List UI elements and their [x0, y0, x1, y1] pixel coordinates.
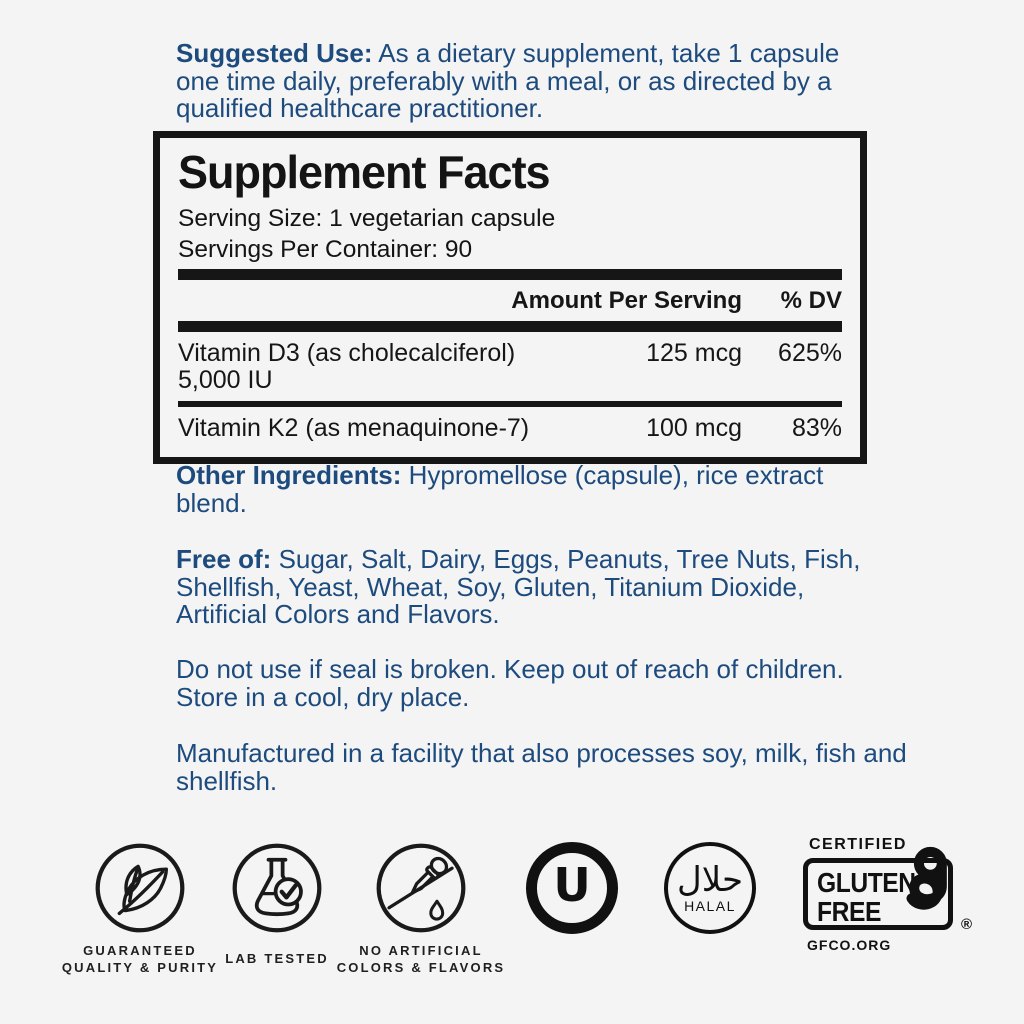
gf-word-gluten: GLUTEN — [817, 867, 916, 898]
no-artificial-badge-label: NO ARTIFICIAL COLORS & FLAVORS — [336, 943, 506, 975]
gfco-org-text: GFCO.ORG — [807, 937, 892, 953]
other-ingredients-paragraph: Other Ingredients: Hypromellose (capsule… — [176, 460, 876, 518]
gf-word-free: FREE — [817, 896, 881, 927]
gluten-free-mark: CERTIFIED GLUTEN FREE ® GFCO.ORG — [803, 836, 978, 953]
ingredient-dv: 625% — [778, 339, 842, 368]
servings-per-container: Servings Per Container: 90 — [178, 236, 473, 264]
gfco-g-icon — [906, 846, 947, 910]
halal-word: HALAL — [684, 898, 736, 914]
halal-arabic-text: حلال — [676, 860, 743, 900]
warning-paragraph: Do not use if seal is broken. Keep out o… — [176, 654, 844, 712]
ingredient-amount: 100 mcg — [646, 414, 742, 443]
facts-header-row: Amount Per Serving % DV — [178, 280, 842, 321]
kosher-ou-icon: U — [526, 842, 618, 934]
lab-badge-label: LAB TESTED — [225, 951, 329, 966]
divider-thick-top — [178, 269, 842, 281]
gf-certified-text: CERTIFIED — [809, 836, 907, 853]
halal-icon: حلال HALAL — [664, 842, 756, 934]
gf-box: GLUTEN FREE ® — [803, 846, 972, 933]
other-ingredients-text: Hypromellose (capsule), rice extract ble… — [176, 460, 824, 518]
registered-symbol: ® — [960, 916, 972, 933]
supplement-facts-panel: Supplement Facts Serving Size: 1 vegetar… — [153, 131, 867, 465]
ingredient-name: Vitamin K2 (as menaquinone-7) — [178, 414, 530, 443]
suggested-use-lead: Suggested Use: — [176, 38, 373, 68]
facts-row-vitamin-k2: Vitamin K2 (as menaquinone-7) 100 mcg 83… — [178, 407, 842, 449]
ingredient-amount: 125 mcg — [646, 339, 742, 368]
no-dropper-icon — [374, 841, 468, 935]
suggested-use-text: As a dietary supplement, take 1 capsule … — [176, 38, 840, 123]
divider-thick-mid — [178, 321, 842, 333]
ingredient-dv: 83% — [791, 414, 842, 443]
ingredient-name: Vitamin D3 (as cholecalciferol) — [178, 339, 516, 368]
flask-check-icon — [230, 841, 324, 935]
kosher-u-letter: U — [553, 858, 591, 912]
facts-row-vitamin-d3: Vitamin D3 (as cholecalciferol) 5,000 IU… — [178, 332, 842, 401]
free-of-paragraph: Free of: Sugar, Salt, Dairy, Eggs, Peanu… — [176, 544, 876, 629]
suggested-use-paragraph: Suggested Use: As a dietary supplement, … — [176, 38, 876, 123]
free-of-lead: Free of: — [176, 544, 272, 574]
ingredient-name-line2: 5,000 IU — [178, 366, 273, 395]
column-amount-per-serving: Amount Per Serving — [511, 287, 742, 315]
facility-paragraph: Manufactured in a facility that also pro… — [176, 738, 907, 796]
other-ingredients-lead: Other Ingredients: — [176, 460, 402, 490]
serving-size: Serving Size: 1 vegetarian capsule — [178, 205, 556, 233]
supplement-facts-title: Supplement Facts — [178, 145, 551, 198]
free-of-text: Sugar, Salt, Dairy, Eggs, Peanuts, Tree … — [176, 544, 861, 629]
quality-badge-label: GUARANTEED QUALITY & PURITY — [61, 943, 219, 975]
leaf-icon — [93, 841, 187, 935]
divider-row — [178, 401, 842, 408]
column-percent-dv: % DV — [780, 287, 842, 315]
